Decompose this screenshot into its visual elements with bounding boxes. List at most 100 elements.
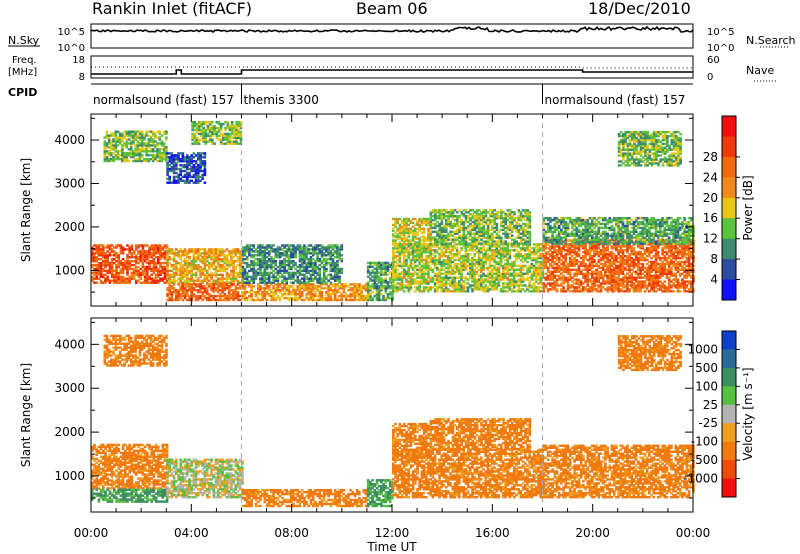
power-cell	[453, 284, 457, 287]
power-cell	[499, 288, 503, 291]
power-cell	[449, 260, 452, 264]
power-cell	[416, 282, 419, 285]
power-cell	[154, 256, 158, 259]
power-cell	[314, 250, 317, 253]
power-cell	[425, 272, 428, 275]
power-cell	[405, 272, 408, 275]
power-cell	[135, 254, 138, 257]
power-cell	[528, 220, 532, 224]
power-cell	[274, 291, 278, 294]
power-cell	[232, 275, 235, 278]
power-cell	[132, 277, 136, 280]
power-cell	[309, 260, 313, 263]
power-cell	[272, 279, 275, 282]
power-cell	[263, 258, 267, 261]
power-cell	[409, 245, 413, 248]
power-cell	[216, 248, 220, 251]
power-cell	[338, 291, 341, 294]
power-cell	[168, 269, 171, 273]
power-cell	[546, 266, 550, 270]
power-cell	[254, 254, 258, 257]
power-cell	[285, 263, 289, 267]
power-cell	[555, 274, 559, 277]
power-cell	[586, 266, 590, 270]
power-cell	[429, 224, 433, 228]
power-cell	[252, 265, 256, 269]
power-cell	[595, 278, 598, 281]
power-cell	[137, 244, 140, 247]
power-cell	[333, 291, 337, 294]
power-cell	[475, 251, 479, 254]
power-cell	[314, 263, 317, 267]
power-cell	[442, 262, 446, 266]
power-cell	[203, 261, 207, 265]
power-cell	[314, 285, 317, 288]
power-cell	[342, 291, 346, 294]
power-cell	[95, 248, 98, 251]
power-cell	[333, 287, 337, 290]
power-cell	[289, 252, 293, 255]
power-cell	[267, 254, 271, 257]
power-cell	[263, 269, 267, 273]
power-cell	[366, 296, 370, 300]
power-cell	[245, 256, 249, 259]
power-cell	[462, 286, 465, 289]
power-cell	[588, 255, 592, 258]
power-cell	[362, 296, 366, 300]
power-cell	[394, 255, 397, 258]
power-cell	[539, 274, 542, 277]
power-cell	[283, 254, 286, 257]
power-cell	[106, 279, 109, 282]
power-cell	[221, 269, 224, 273]
power-cell	[422, 274, 426, 277]
power-cell	[513, 213, 516, 216]
power-cell	[327, 261, 330, 265]
power-cell	[508, 274, 512, 277]
power-cell	[236, 248, 240, 251]
power-cell	[232, 271, 235, 275]
power-cell	[522, 228, 525, 232]
power-cell	[400, 227, 404, 230]
power-cell	[506, 266, 509, 270]
power-cell	[197, 267, 200, 271]
power-cell	[394, 264, 397, 268]
power-cell	[469, 286, 472, 289]
power-cell	[495, 215, 499, 218]
power-cell	[500, 209, 503, 212]
power-cell	[132, 267, 136, 271]
power-cell	[475, 220, 479, 224]
power-cell	[121, 269, 125, 273]
power-cell	[398, 288, 402, 291]
power-cell	[274, 267, 278, 271]
power-cell	[104, 269, 107, 273]
power-cell	[493, 243, 496, 246]
power-cell	[179, 273, 182, 276]
power-cell	[425, 288, 428, 291]
power-cell	[473, 284, 476, 287]
power-cell	[322, 260, 326, 263]
power-cell	[414, 255, 417, 258]
power-cell	[272, 258, 275, 261]
power-cell	[392, 227, 395, 230]
power-cell	[318, 273, 322, 276]
power-cell	[130, 263, 134, 267]
power-cell	[508, 222, 512, 226]
power-cell	[482, 215, 485, 218]
power-cell	[513, 268, 516, 271]
power-cell	[104, 281, 107, 284]
power-cell	[438, 215, 441, 218]
power-cell	[400, 237, 404, 240]
power-cell	[542, 284, 546, 287]
power-cell	[214, 273, 218, 276]
power-cell	[582, 247, 585, 250]
power-cell	[216, 289, 220, 292]
power-cell	[431, 278, 435, 281]
power-cell	[433, 266, 437, 270]
power-cell	[451, 249, 454, 252]
power-cell	[137, 269, 140, 273]
power-cell	[232, 248, 235, 251]
power-cell	[331, 252, 335, 255]
power-cell	[593, 288, 596, 291]
power-cell	[582, 274, 585, 277]
power-cell	[208, 256, 211, 259]
